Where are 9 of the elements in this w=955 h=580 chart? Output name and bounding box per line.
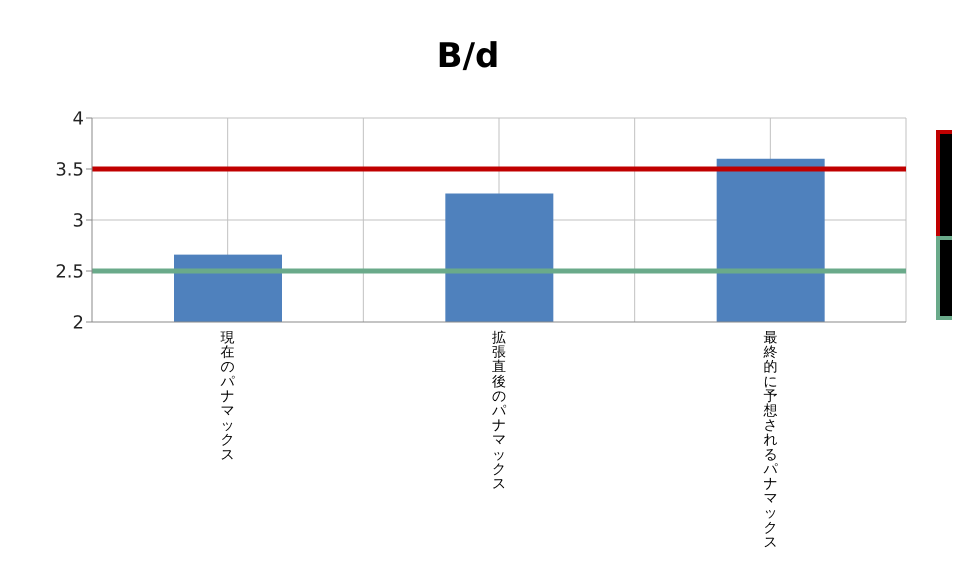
category-label: 最終的に予想されるパナマックス — [763, 330, 778, 550]
category-label: 拡張直後のパナマックス — [492, 330, 506, 492]
y-tick-label: 2.5 — [55, 261, 84, 282]
category-label: 現在のパナマックス — [220, 330, 235, 463]
y-tick-label: 3 — [72, 210, 84, 232]
y-tick-label: 3.5 — [55, 159, 84, 180]
y-tick-label: 2 — [72, 312, 84, 334]
chart-title: B/d — [436, 36, 500, 76]
y-tick-label: 4 — [72, 108, 84, 130]
